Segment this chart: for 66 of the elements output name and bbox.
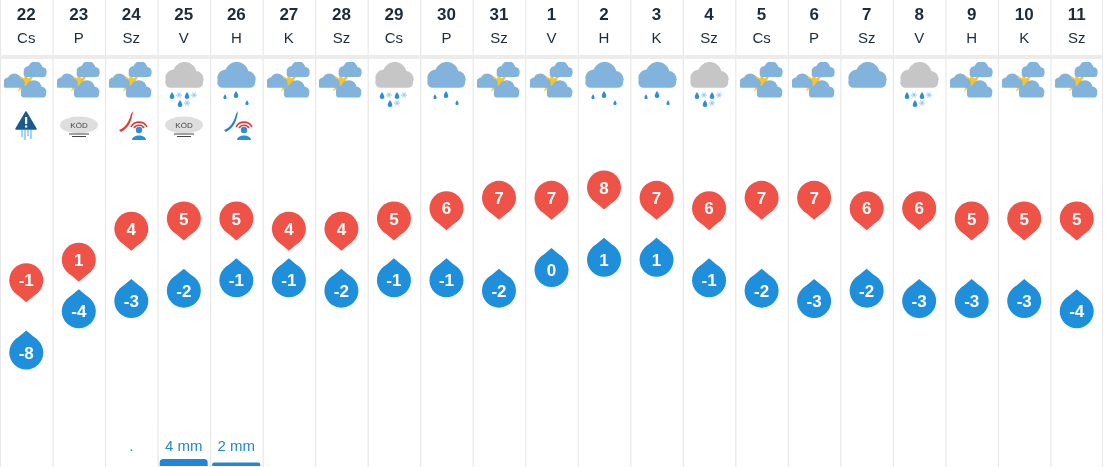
x-tick-label: 4 Sz (700, 5, 718, 46)
data-label: -1 (281, 271, 297, 291)
x-tick-label: 29 Cs (384, 5, 404, 46)
data-label: 0 (546, 261, 557, 281)
data-label: 1 (599, 250, 609, 270)
data-label: 4 mm (164, 437, 204, 455)
data-label: -2 (176, 281, 192, 301)
x-tick-label: 2 H (598, 5, 610, 46)
data-label: 4 (284, 219, 295, 239)
x-tick-label: 3 K (651, 5, 662, 46)
x-tick-label: 23 P (69, 5, 89, 46)
x-tick-label: 30 P (436, 5, 456, 46)
data-label: -3 (806, 291, 822, 311)
data-label: 5 (966, 209, 977, 229)
data-label: 7 (809, 188, 819, 208)
x-tick-label: 31 Sz (489, 5, 509, 46)
data-label: 4 (126, 219, 137, 239)
data-label: 2 mm (216, 437, 257, 455)
x-tick-label: 26 H (226, 5, 246, 46)
data-label: -1 (438, 271, 455, 291)
x-tick-label: 5 Cs (752, 5, 771, 46)
data-label: 6 (441, 199, 452, 219)
data-label: -3 (911, 291, 927, 311)
x-tick-label: 10 K (1014, 5, 1034, 46)
x-tick-label: 24 Sz (121, 5, 142, 46)
data-label: -1 (386, 271, 402, 291)
data-label: 5 (389, 209, 399, 229)
data-label: 5 (1019, 209, 1029, 229)
data-label: 6 (914, 199, 924, 219)
data-label: 7 (546, 188, 557, 208)
x-tick-label: 28 Sz (331, 5, 351, 46)
data-label: 7 (494, 188, 504, 208)
data-label: 6 (861, 199, 872, 219)
data-label: -4 (1069, 302, 1085, 322)
data-label: -1 (701, 271, 717, 291)
data-label: -3 (964, 291, 980, 311)
data-label: -4 (71, 302, 87, 322)
data-label: 1 (651, 250, 662, 270)
data-label: 7 (756, 188, 767, 208)
x-tick-label: 22 Cs (16, 5, 36, 46)
x-tick-label: 7 Sz (857, 5, 876, 46)
text: . (129, 437, 134, 454)
x-tick-label: 27 K (279, 5, 299, 46)
data-label: -2 (491, 281, 507, 301)
x-tick-label: 6 P (809, 5, 820, 46)
x-tick-label: 25 V (174, 5, 194, 46)
x-tick-label: 8 V (914, 5, 925, 46)
data-label: -3 (123, 291, 139, 311)
data-label: -3 (1016, 291, 1032, 311)
data-label: -2 (333, 281, 349, 301)
data-label: 7 (651, 188, 662, 208)
data-label: 5 (231, 209, 242, 229)
data-label: -8 (18, 343, 34, 363)
data-label: 5 (179, 209, 189, 229)
data-label: 8 (599, 178, 609, 198)
data-label: -2 (859, 281, 875, 301)
data-label: 5 (1072, 209, 1082, 229)
data-label: -1 (18, 271, 34, 291)
x-tick-label: 1 V (546, 5, 557, 46)
data-label: 6 (704, 199, 714, 219)
x-tick-label: 9 H (966, 5, 978, 46)
data-label: 1 (74, 250, 84, 270)
data-label: -1 (228, 271, 244, 291)
x-tick-label: 11 Sz (1067, 5, 1086, 46)
data-label: -2 (754, 281, 770, 301)
data-label: 4 (336, 219, 347, 239)
